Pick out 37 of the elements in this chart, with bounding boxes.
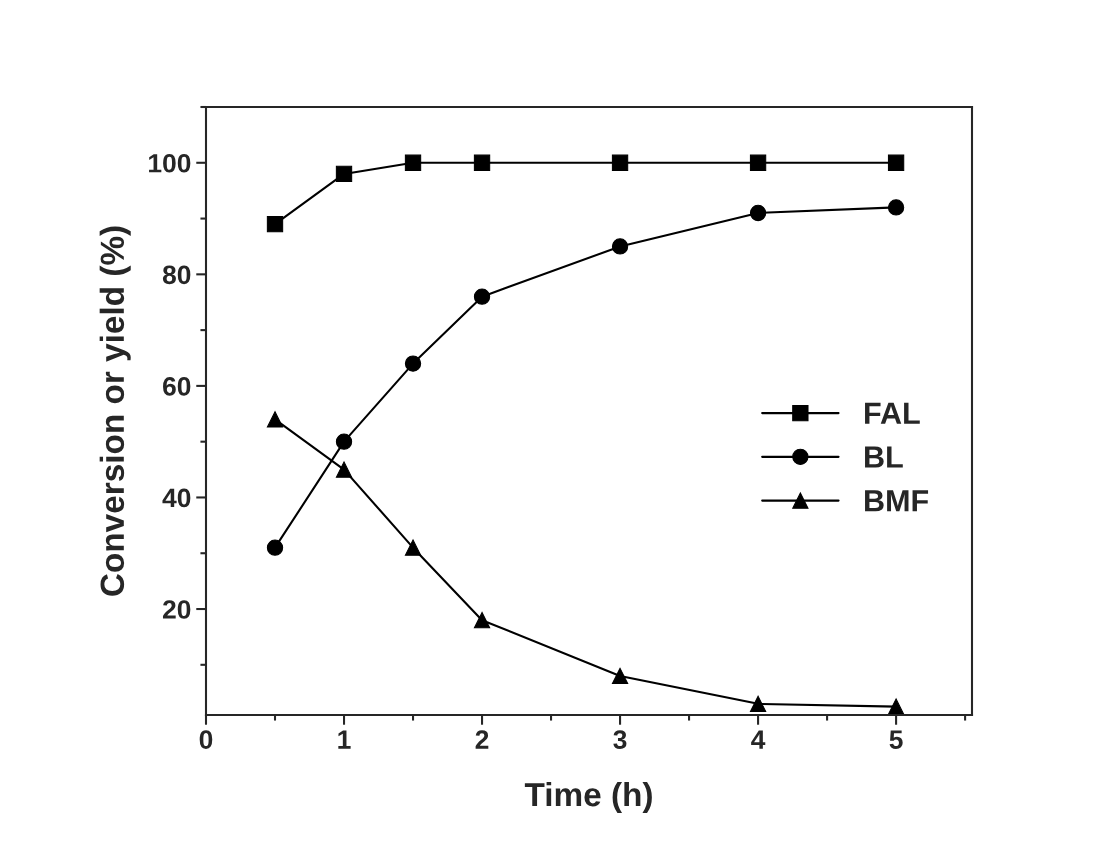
point: [887, 698, 905, 715]
point: [887, 199, 905, 216]
y-tick-label: 80: [162, 265, 191, 285]
y-tick-label: 20: [162, 600, 191, 619]
point: [266, 215, 284, 233]
point: [611, 238, 629, 255]
x-tick-label: 0: [199, 730, 213, 749]
point: [404, 539, 422, 556]
point: [335, 165, 353, 183]
x-tick-label: 3: [613, 730, 627, 749]
point: [611, 154, 629, 171]
x-tick-label: 5: [889, 730, 903, 749]
legend-label: BL: [865, 446, 903, 468]
point: [473, 154, 491, 171]
legend-label: FAL: [865, 402, 920, 424]
point: [749, 695, 767, 712]
x-tick-label: 4: [751, 730, 766, 749]
point: [749, 204, 767, 222]
point: [335, 433, 353, 450]
point: [749, 154, 767, 171]
point: [473, 612, 491, 629]
point: [611, 667, 629, 685]
point: [335, 461, 353, 478]
point: [404, 154, 422, 171]
x-tick-label: 1: [338, 730, 351, 749]
x-tick-label: 2: [475, 730, 489, 749]
legend-label: BMF: [865, 490, 929, 512]
point: [473, 288, 491, 305]
y-tick-label: 60: [163, 377, 191, 396]
y-tick-label: 100: [149, 153, 191, 173]
point: [404, 355, 422, 372]
y-tick-label: 40: [162, 488, 191, 508]
y-axis-title: Conversion or yield (%): [99, 226, 131, 596]
point: [887, 154, 905, 171]
point: [266, 411, 284, 428]
x-axis-title: Time (h): [524, 781, 652, 814]
point: [266, 539, 284, 556]
